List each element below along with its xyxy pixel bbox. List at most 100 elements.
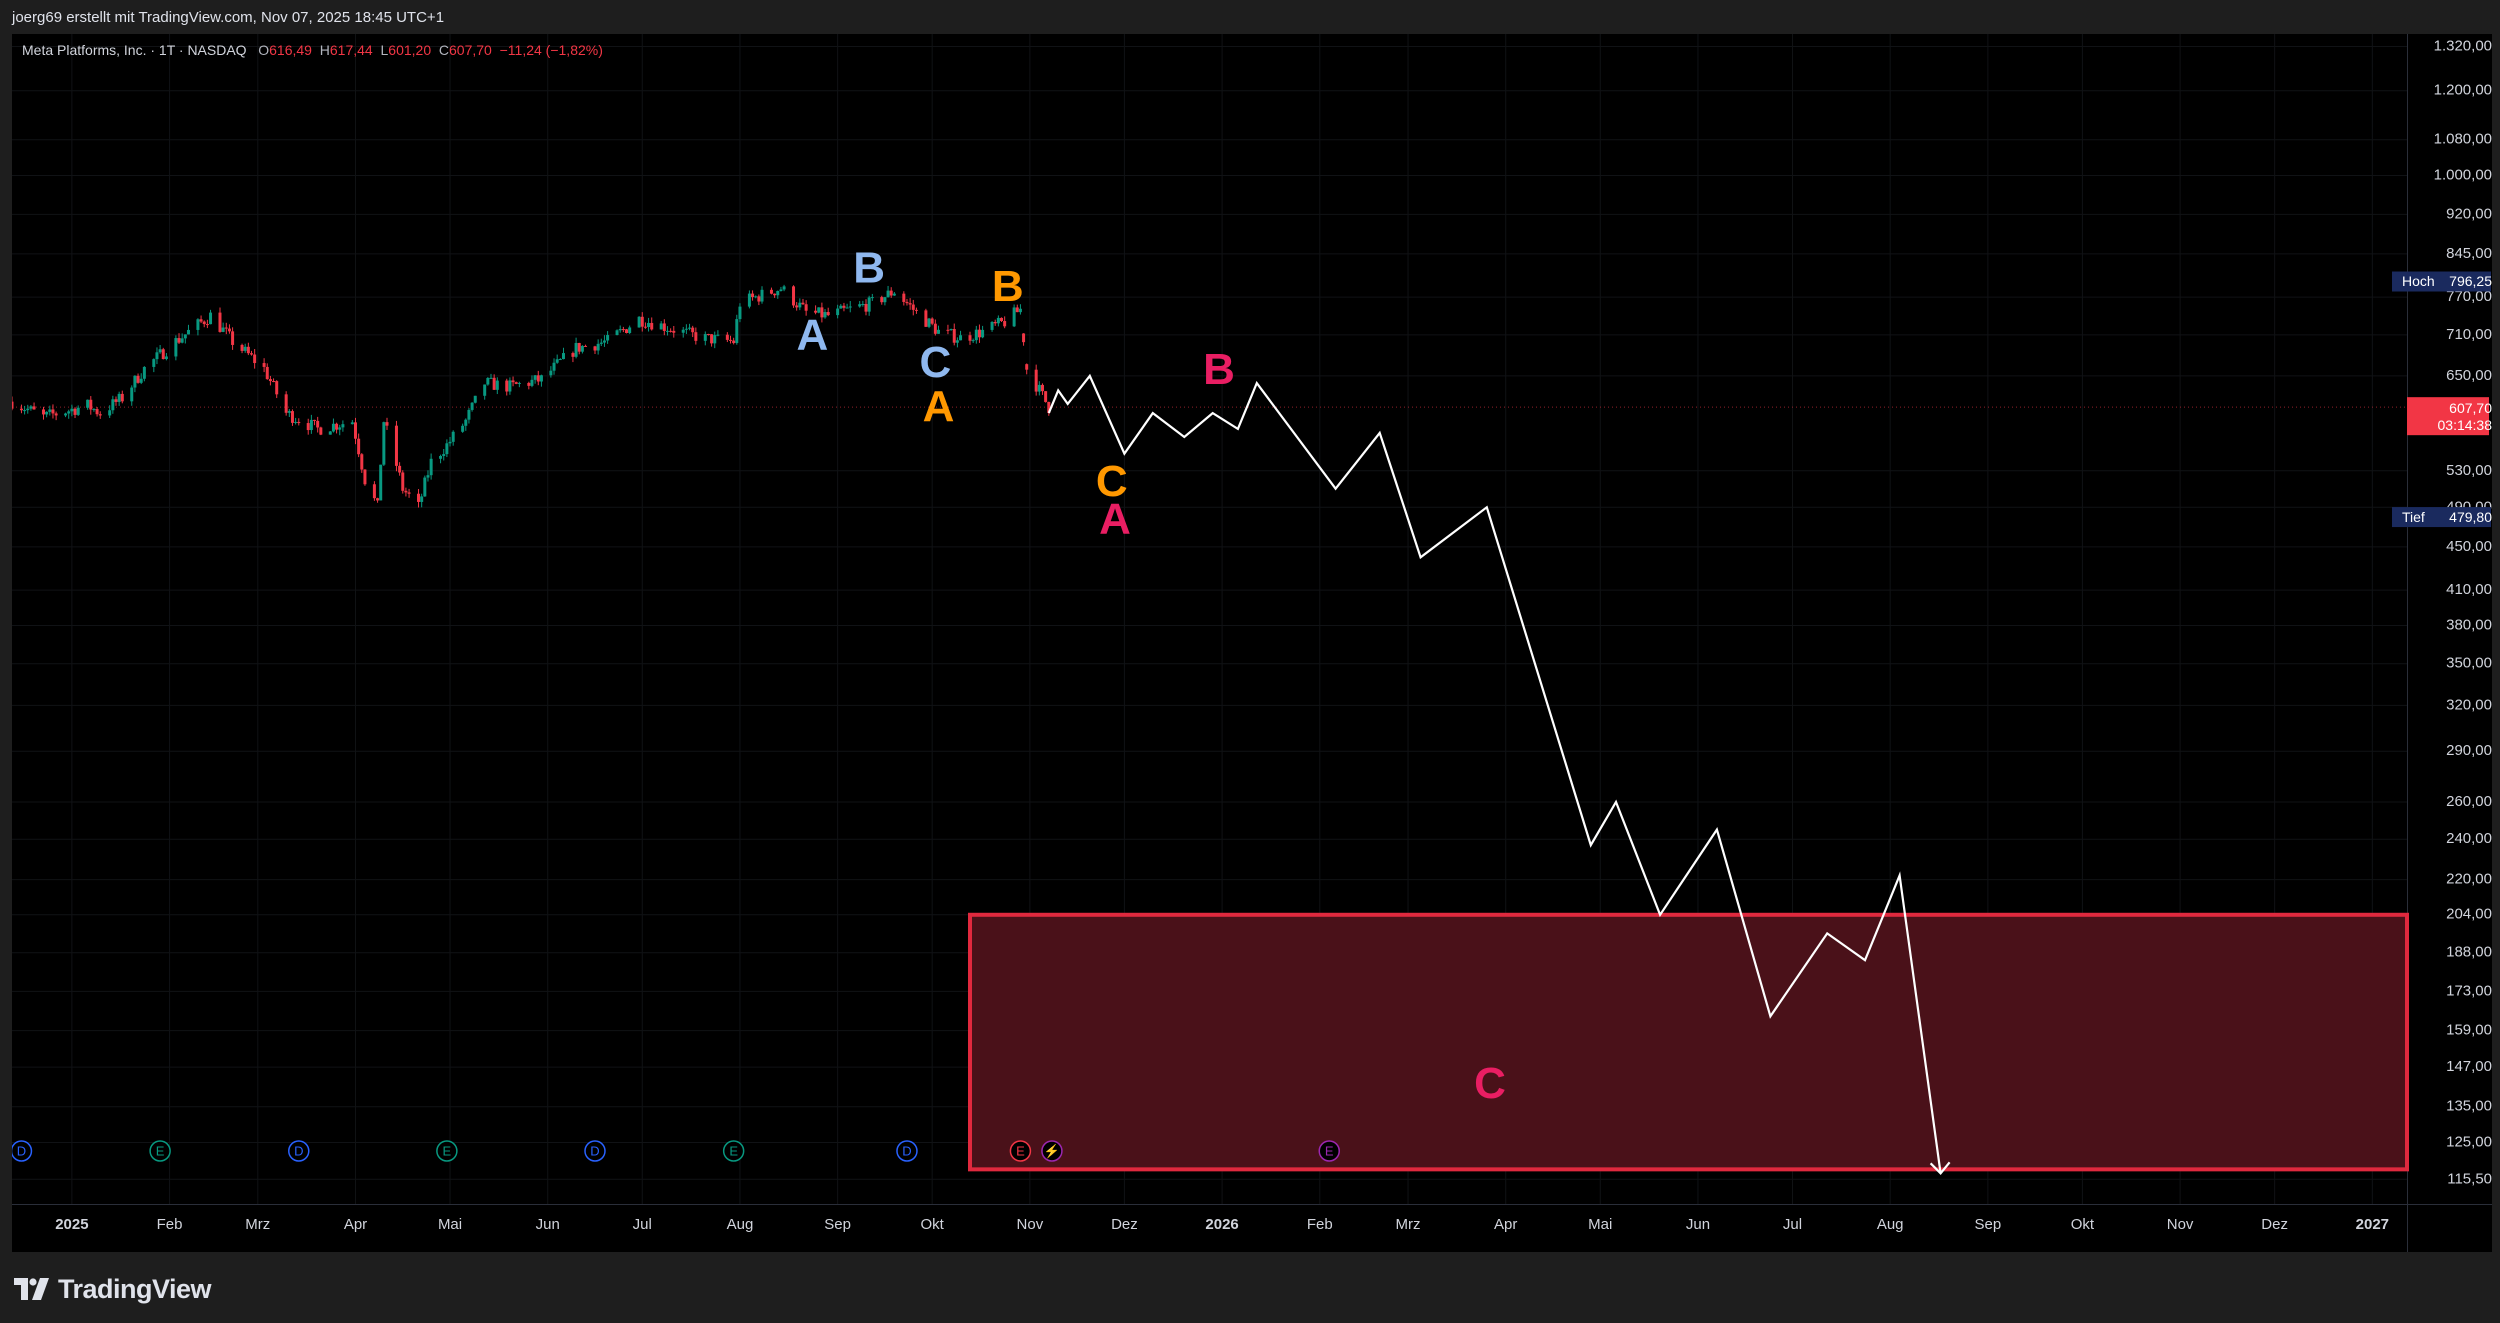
candle-body (596, 343, 600, 351)
candle-body (486, 378, 490, 385)
event-marker (149, 1140, 171, 1162)
wave-label-a: A (923, 382, 955, 431)
candle-body (407, 492, 411, 494)
price-tick-label: 188,00 (2446, 944, 2492, 961)
candle-body (316, 420, 320, 428)
candle-body (240, 344, 244, 351)
candle-body (725, 334, 729, 340)
candle-body (158, 349, 162, 353)
candle-body (533, 375, 537, 380)
candle-body (996, 317, 1000, 324)
price-tick-label: 290,00 (2446, 742, 2492, 759)
candle-body (95, 409, 99, 415)
candle-body (331, 423, 335, 432)
wave-label-b: B (853, 243, 885, 292)
candle-body (48, 409, 52, 412)
price-tick-label: 845,00 (2446, 245, 2492, 262)
candle-body (735, 319, 739, 344)
candle-body (681, 329, 685, 333)
candle-body (470, 402, 474, 410)
candle-body (29, 406, 33, 409)
candle-body (341, 424, 345, 428)
candle-body (202, 321, 206, 325)
candle-body (561, 353, 565, 360)
candle-body (845, 307, 849, 309)
candle-body (606, 335, 610, 341)
candle-body (306, 423, 310, 431)
event-marker-label: ⚡ (1044, 1143, 1060, 1159)
candle-body (120, 393, 124, 402)
candle-body (760, 289, 764, 302)
candle-body (650, 322, 654, 330)
candle-body (67, 411, 71, 414)
candle-body (385, 422, 389, 426)
candle-body (751, 293, 755, 298)
candle-body (290, 411, 294, 423)
event-marker (722, 1140, 745, 1162)
candle-body (1018, 308, 1022, 313)
candle-body (420, 496, 424, 502)
candle-body (817, 307, 821, 313)
candle-body (73, 408, 77, 415)
candle-body (665, 330, 669, 332)
candle-body (747, 293, 751, 307)
candle-body (439, 455, 443, 459)
candle-body (662, 323, 666, 331)
candle-body (467, 409, 471, 420)
candle-body (823, 312, 827, 318)
candle-body (628, 327, 632, 333)
candle-body (180, 338, 184, 343)
price-tick-label: 1.000,00 (2434, 167, 2492, 184)
candle-body (328, 431, 332, 435)
footer-brand[interactable]: TradingView (14, 1272, 212, 1306)
badge-high-label: Hoch (2402, 273, 2435, 289)
wave-label-c: C (919, 338, 951, 387)
candle-body (602, 340, 606, 343)
last-price-countdown: 03:14:38 (2438, 417, 2493, 433)
chart-pane[interactable]: A B C A B C A B C D E D E D E D E ⚡ E 115,50 125,00 135,00 147… (12, 34, 2492, 1252)
candle-body (637, 316, 641, 328)
candle-body (174, 338, 178, 357)
candle-body (86, 399, 90, 408)
price-tick-label: 115,50 (2447, 1170, 2492, 1187)
candle-body (924, 310, 928, 327)
candle-body (19, 408, 23, 411)
wave-label-a: A (1099, 494, 1131, 543)
candle-body (1000, 317, 1004, 322)
candle-body (313, 419, 317, 421)
candle-body (886, 290, 890, 298)
candle-body (971, 340, 975, 342)
event-marker (288, 1140, 310, 1162)
candle-body (1003, 321, 1007, 327)
price-tick-label: 204,00 (2446, 906, 2492, 923)
wave-label-b: B (1203, 345, 1235, 394)
candle-body (892, 293, 896, 296)
candle-body (372, 484, 376, 499)
candle-body (574, 342, 578, 357)
legend-symbol: Meta Platforms, Inc. · 1T · NASDAQ (22, 42, 247, 58)
candle-body (1040, 384, 1044, 392)
candle-body (51, 409, 55, 414)
candle-body (870, 297, 874, 299)
price-tick-label: 450,00 (2446, 538, 2492, 555)
candle-body (483, 384, 487, 396)
candle-body (625, 329, 629, 333)
legend-low: 601,20 (388, 42, 432, 58)
candle-body (618, 329, 622, 331)
event-marker-label: D (902, 1143, 911, 1158)
price-tick-label: 920,00 (2446, 205, 2492, 222)
legend-open: 616,49 (269, 42, 312, 58)
time-tick-label: Jun (1686, 1216, 1710, 1233)
candle-body (199, 319, 203, 322)
event-marker (12, 1140, 33, 1162)
attribution-text: joerg69 erstellt mit TradingView.com, No… (12, 9, 445, 26)
candle-body (448, 441, 452, 444)
candle-body (792, 286, 796, 306)
candle-body (492, 377, 496, 390)
time-tick-label: Aug (1877, 1216, 1904, 1233)
candle-body (754, 296, 758, 298)
candle-body (272, 381, 276, 383)
wave-label-b: B (992, 262, 1024, 311)
candle-body (1044, 391, 1048, 402)
